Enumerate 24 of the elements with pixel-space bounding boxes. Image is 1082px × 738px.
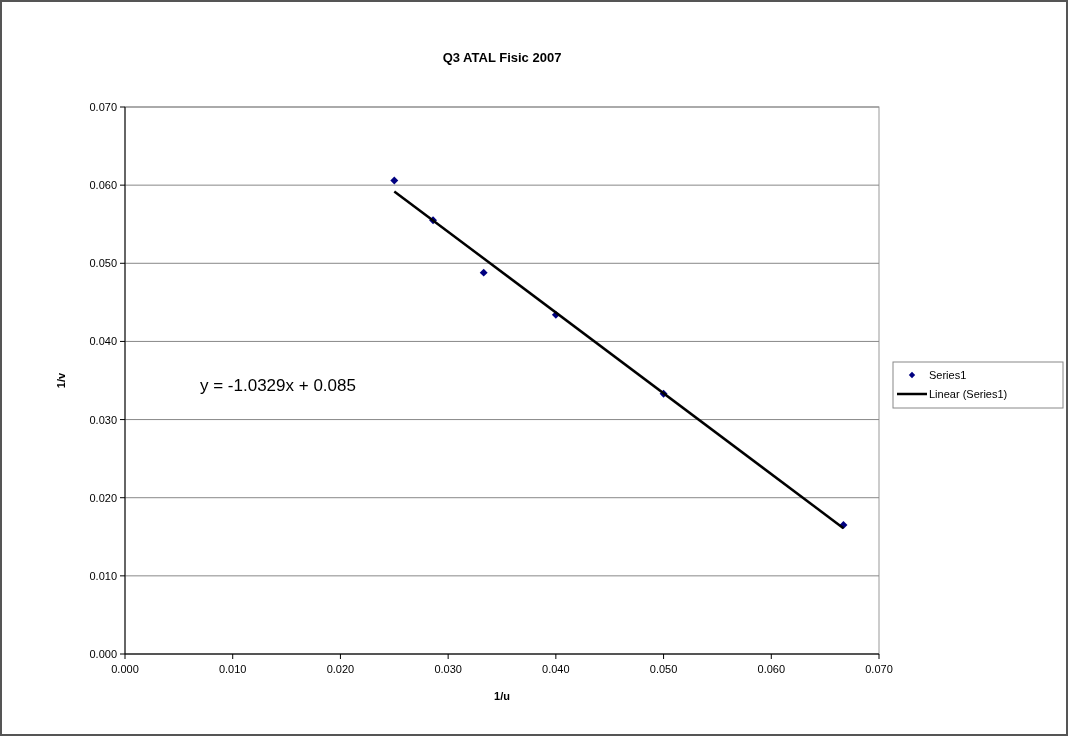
legend-label: Linear (Series1): [929, 388, 1008, 400]
x-tick-label: 0.030: [434, 663, 462, 675]
x-tick-label: 0.010: [218, 663, 247, 675]
y-tick-label: 0.060: [89, 179, 117, 192]
x-tick-label: 0.020: [326, 663, 355, 675]
y-tick-label: 0.050: [89, 257, 117, 270]
annotation: y = -1.0329x + 0.085: [200, 376, 356, 395]
y-tick-label: 0.070: [89, 101, 117, 113]
x-tick-label: 0.060: [757, 663, 786, 675]
x-tick-label: 0.050: [649, 663, 678, 675]
x-tick-label: 0.070: [865, 663, 893, 675]
y-tick-label: 0.040: [89, 335, 117, 348]
x-tick-label: 0.000: [111, 663, 139, 675]
chart-title: Q3 ATAL Fisic 2007: [442, 50, 562, 65]
point: [479, 268, 488, 277]
x-axis-title: 1/u: [494, 690, 510, 702]
y-tick-label: 0.020: [89, 491, 117, 504]
legend-label: Series1: [929, 369, 967, 381]
x-tick-label: 0.040: [542, 663, 570, 675]
y-tick-label: 0.000: [89, 648, 117, 660]
y-tick-label: 0.030: [89, 413, 117, 426]
y-tick-label: 0.010: [89, 569, 117, 582]
y-axis-title: 1/v: [55, 371, 67, 389]
point: [390, 176, 399, 185]
